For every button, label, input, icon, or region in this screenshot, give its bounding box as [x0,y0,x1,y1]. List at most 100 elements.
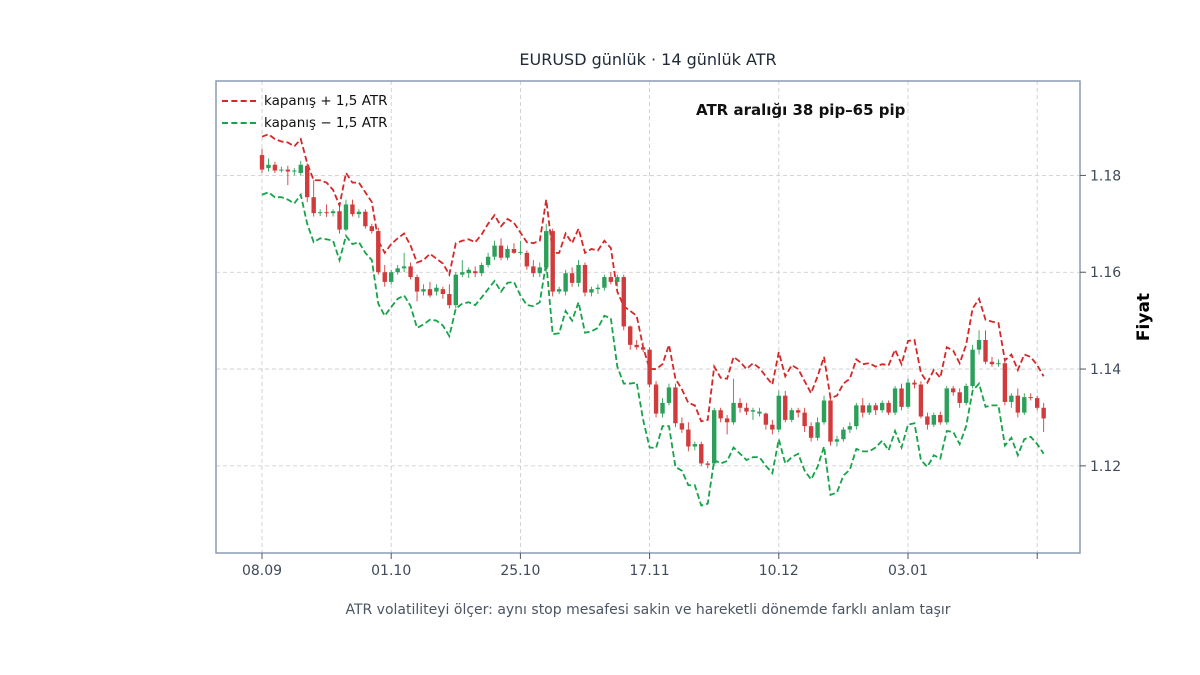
legend-item-upper: kapanış + 1,5 ATR [222,90,388,112]
candle [899,383,904,411]
candle-body [886,402,891,413]
candle-body [389,272,394,282]
candle [1028,393,1033,401]
candle-body [673,387,678,424]
candle [789,407,794,423]
candle [912,379,917,389]
candle-body [983,339,988,362]
candle [905,378,911,409]
candle-body [1028,397,1033,399]
candle-body [699,444,704,464]
y-tick-label: 1.14 [1090,362,1121,378]
candle-body [498,245,504,258]
candle [440,286,446,299]
candle [427,281,433,298]
candle [369,223,375,234]
candle-body [957,392,962,403]
candle-body [776,395,781,430]
candle-body [918,384,924,417]
candle-body [705,463,710,465]
candle [828,398,833,446]
candle [595,284,601,295]
candle [686,422,691,452]
candle-body [356,211,362,215]
candle-body [408,266,413,278]
candle-body [892,388,898,413]
candle [737,398,743,413]
candle [576,260,581,287]
candle-body [737,402,743,408]
candle-body [976,339,982,350]
candle [983,330,988,365]
candle [330,209,336,217]
candle [343,199,349,232]
candle [640,342,646,353]
atr-bands [261,133,1045,507]
candle [492,240,497,261]
candle [976,330,982,355]
candle-body [602,277,607,288]
x-tick-label: 03.01 [888,563,928,579]
candle [285,165,291,186]
candle [479,262,484,277]
candle [395,264,400,275]
candle-body [989,361,995,365]
candle [821,395,827,425]
candle-body [337,211,342,230]
candle-body [724,418,730,423]
candle-body [750,410,756,412]
candle-body [640,347,646,350]
candle-body [492,245,497,257]
candle [938,411,943,425]
candle-body [938,415,943,423]
candle [802,407,807,432]
candle-body [970,349,975,386]
candle-body [350,204,355,215]
candle-body [686,429,691,447]
candle-body [382,272,387,282]
candle-body [369,226,375,232]
candle-body [634,344,639,348]
candle [298,160,303,176]
candle [970,344,975,389]
candle-body [899,388,904,407]
candle-body [434,287,439,292]
candle [918,381,924,419]
candle [860,398,865,418]
x-tick-label: 01.10 [371,563,411,579]
x-tick-label: 10.12 [759,563,799,579]
candle-body [272,164,278,171]
candle [582,262,588,297]
candle-body [582,264,588,293]
candle [795,407,801,418]
plot-frame [215,80,1081,554]
candle-body [401,266,407,269]
candle-body [460,272,465,275]
candle-body [421,289,426,292]
candle-body [279,169,284,171]
candle [951,385,956,396]
x-tick-label: 08.09 [242,563,282,579]
candle-body [628,326,633,345]
candle [259,148,265,173]
chart-caption: ATR volatiliteyi ölçer: aynı stop mesafe… [345,602,951,618]
candle [356,209,362,219]
candle-body [376,231,381,273]
candle-body [544,231,549,268]
candle-body [485,256,491,265]
candle-body [324,212,329,214]
candle-body [718,410,723,419]
candle [660,398,665,418]
candle [472,266,478,278]
candle [279,166,284,173]
candle [421,284,426,296]
candle [311,180,316,217]
candle [537,262,542,278]
candle [757,407,762,417]
candle [931,412,937,428]
candle [634,339,639,350]
candle [886,400,891,416]
candle [317,209,323,217]
candles [259,148,1046,469]
candle-body [815,422,820,438]
